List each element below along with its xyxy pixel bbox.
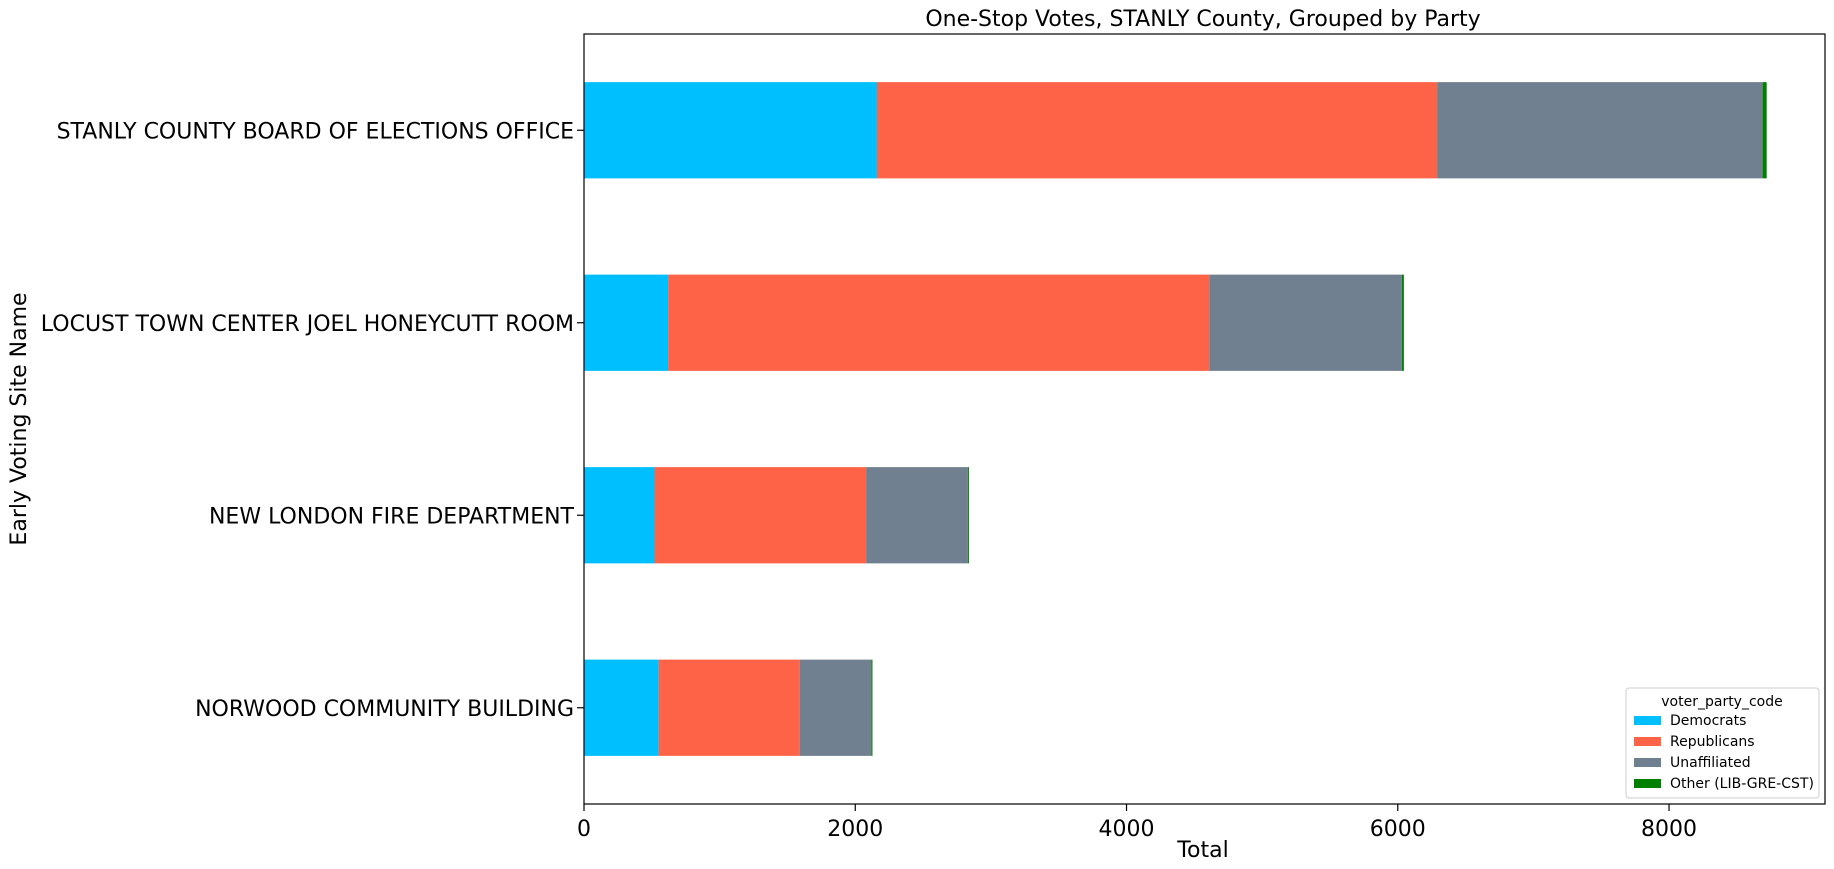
y-tick-label: NEW LONDON FIRE DEPARTMENT xyxy=(209,504,575,529)
y-tick-label: STANLY COUNTY BOARD OF ELECTIONS OFFICE xyxy=(57,119,574,144)
bar-other-lib-gre-cst-3 xyxy=(967,467,969,564)
x-tick-label: 2000 xyxy=(827,817,883,842)
bar-unaffiliated-3 xyxy=(866,467,968,564)
bar-unaffiliated-4 xyxy=(799,659,872,756)
legend-swatch xyxy=(1634,737,1661,746)
bar-other-lib-gre-cst-4 xyxy=(871,659,873,756)
bar-unaffiliated-2 xyxy=(1209,274,1402,371)
legend-label: Republicans xyxy=(1670,734,1755,750)
legend: voter_party_code Democrats Republicans Una… xyxy=(1625,687,1820,799)
legend-items: Democrats Republicans Unaffiliated Other (L… xyxy=(1634,713,1814,792)
x-tick-label: 4000 xyxy=(1099,817,1155,842)
y-tick-label: NORWOOD COMMUNITY BUILDING xyxy=(195,697,574,722)
y-axis-title: Early Voting Site Name xyxy=(7,292,32,545)
bar-republicans-4 xyxy=(658,659,800,756)
bar-republicans-2 xyxy=(668,274,1210,371)
bar-other-lib-gre-cst-1 xyxy=(1762,82,1767,179)
plot-frame xyxy=(583,33,1826,805)
legend-label: Other (LIB-GRE-CST) xyxy=(1670,776,1814,792)
bar-democrats-3 xyxy=(584,467,655,564)
legend-label: Democrats xyxy=(1670,713,1746,729)
legend-box xyxy=(1625,687,1820,799)
x-axis-title: Total xyxy=(1176,838,1228,863)
y-axis-ticks: STANLY COUNTY BOARD OF ELECTIONS OFFICE L… xyxy=(41,119,584,722)
legend-swatch xyxy=(1634,758,1661,767)
bars-group xyxy=(584,82,1767,756)
x-tick-label: 0 xyxy=(577,817,591,842)
legend-title: voter_party_code xyxy=(1661,694,1782,710)
bar-republicans-3 xyxy=(654,467,867,564)
bar-other-lib-gre-cst-2 xyxy=(1401,274,1404,371)
x-axis-ticks: 0 2000 4000 6000 8000 xyxy=(577,804,1697,842)
bar-democrats-1 xyxy=(584,82,877,179)
bar-republicans-1 xyxy=(876,82,1438,179)
legend-swatch xyxy=(1634,716,1661,725)
bar-democrats-2 xyxy=(584,274,669,371)
x-tick-label: 8000 xyxy=(1641,817,1697,842)
bar-democrats-4 xyxy=(584,659,659,756)
legend-label: Unaffiliated xyxy=(1670,755,1751,771)
bar-unaffiliated-1 xyxy=(1437,82,1763,179)
y-tick-label: LOCUST TOWN CENTER JOEL HONEYCUTT ROOM xyxy=(41,312,574,337)
chart-title: One-Stop Votes, STANLY County, Grouped b… xyxy=(925,7,1480,32)
legend-swatch xyxy=(1634,779,1661,788)
x-tick-label: 6000 xyxy=(1370,817,1426,842)
